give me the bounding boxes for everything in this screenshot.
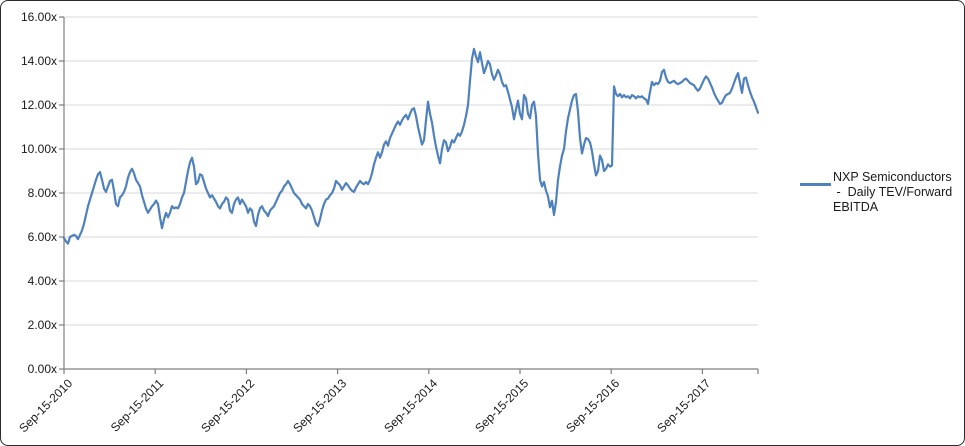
y-axis-tick-label: 14.00x bbox=[20, 54, 57, 68]
legend-line-marker bbox=[800, 183, 831, 186]
legend-series-label: NXP Semiconductors - Daily TEV/Forward E… bbox=[833, 170, 953, 214]
series-line bbox=[62, 47, 760, 245]
y-axis-tick-label: 8.00x bbox=[27, 186, 57, 200]
y-axis-tick-label: 0.00x bbox=[27, 362, 57, 376]
y-axis-tick-label: 6.00x bbox=[27, 230, 57, 244]
y-axis-tick-label: 2.00x bbox=[27, 318, 57, 332]
y-axis-tick-label: 4.00x bbox=[27, 274, 57, 288]
legend: NXP Semiconductors - Daily TEV/Forward E… bbox=[800, 170, 964, 215]
y-axis-tick-label: 16.00x bbox=[20, 10, 57, 24]
y-axis-tick-label: 12.00x bbox=[20, 98, 57, 112]
y-axis-tick-label: 10.00x bbox=[20, 142, 57, 156]
